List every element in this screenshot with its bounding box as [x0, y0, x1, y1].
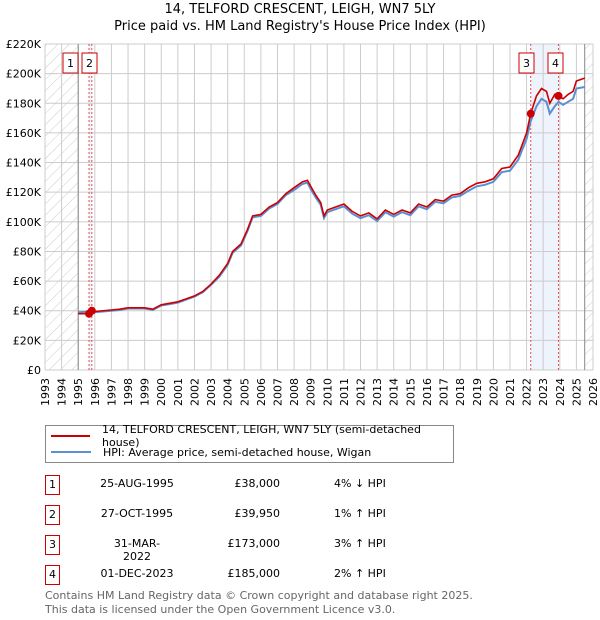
sale-number: 4 [45, 565, 60, 585]
sale-hpi-diff: 3% ↑ HPI [334, 537, 386, 550]
x-tick-label: 1998 [122, 378, 135, 406]
sale-point [526, 109, 535, 118]
y-tick-label: £160K [6, 127, 42, 140]
x-tick-label: 2011 [338, 378, 351, 406]
y-tick-label: £0 [27, 364, 41, 377]
sale-period-band [89, 44, 92, 370]
legend-label-property: 14, TELFORD CRESCENT, LEIGH, WN7 5LY (se… [102, 423, 421, 449]
sale-hpi-diff: 1% ↑ HPI [334, 507, 386, 520]
sale-date: 31-MAR-2022 [113, 537, 161, 563]
x-tick-label: 2003 [205, 378, 218, 406]
x-tick-label: 1999 [139, 378, 152, 406]
sale-number: 1 [45, 475, 60, 495]
x-tick-label: 2020 [487, 378, 500, 406]
x-tick-label: 2013 [371, 378, 384, 406]
x-tick-label: 2007 [271, 378, 284, 406]
x-tick-label: 1995 [72, 378, 85, 406]
x-tick-label: 2024 [554, 378, 567, 406]
x-tick-label: 2019 [471, 378, 484, 406]
sale-number: 3 [45, 535, 60, 555]
sale-label-number: 2 [86, 57, 93, 70]
y-tick-label: £100K [6, 216, 42, 229]
y-tick-label: £180K [6, 97, 42, 110]
chart-subtitle: Price paid vs. HM Land Registry's House … [114, 19, 486, 34]
x-tick-label: 2008 [288, 378, 301, 406]
legend-label-hpi: HPI: Average price, semi-detached house,… [103, 445, 372, 459]
sale-price: £173,000 [227, 537, 281, 550]
y-tick-label: £60K [13, 275, 42, 288]
x-tick-label: 2021 [504, 378, 517, 406]
sale-price: £38,000 [234, 477, 281, 490]
sale-label-box [518, 52, 535, 74]
sale-number: 2 [45, 505, 60, 525]
property-series-line [78, 77, 585, 315]
sale-row: 4 01-DEC-2023 £185,000 2% ↑ HPI [45, 565, 465, 587]
legend-swatch-property [51, 435, 91, 437]
sale-label-number: 3 [523, 57, 530, 70]
sale-row: 3 31-MAR-2022 £173,000 3% ↑ HPI [45, 535, 465, 563]
sale-date: 25-AUG-1995 [100, 477, 174, 490]
y-tick-label: £40K [13, 305, 42, 318]
legend: 14, TELFORD CRESCENT, LEIGH, WN7 5LY (se… [45, 423, 454, 463]
x-tick-label: 2022 [521, 378, 534, 406]
x-tick-label: 2023 [537, 378, 550, 406]
y-tick-label: £140K [6, 157, 42, 170]
sale-label-number: 1 [67, 57, 74, 70]
sale-period-band [530, 44, 559, 370]
x-tick-label: 2005 [238, 378, 251, 406]
sale-label-box [62, 52, 79, 74]
x-tick-label: 2010 [321, 378, 334, 406]
x-tick-label: 2016 [421, 378, 434, 406]
sale-label-box [81, 52, 98, 74]
hatched-region [584, 44, 593, 370]
sale-hpi-diff: 4% ↓ HPI [334, 477, 386, 490]
y-tick-label: £80K [13, 245, 42, 258]
x-tick-label: 2001 [172, 378, 185, 406]
x-tick-label: 2000 [155, 378, 168, 406]
x-tick-label: 1997 [105, 378, 118, 406]
x-tick-label: 2026 [587, 378, 600, 406]
sale-row: 1 25-AUG-1995 £38,000 4% ↓ HPI [45, 475, 465, 497]
x-tick-label: 2002 [188, 378, 201, 406]
y-tick-label: £20K [13, 334, 42, 347]
sale-point [554, 91, 563, 100]
sale-label-box [547, 52, 564, 74]
legend-swatch-hpi [51, 451, 91, 453]
x-tick-label: 2009 [305, 378, 318, 406]
chart-title: 14, TELFORD CRESCENT, LEIGH, WN7 5LY [164, 2, 436, 17]
sale-row: 2 27-OCT-1995 £39,950 1% ↑ HPI [45, 505, 465, 527]
sale-price: £185,000 [227, 567, 281, 580]
sale-price: £39,950 [234, 507, 281, 520]
sale-date: 27-OCT-1995 [100, 507, 174, 520]
x-tick-label: 2006 [255, 378, 268, 406]
y-tick-label: £200K [6, 68, 42, 81]
x-tick-label: 2014 [388, 378, 401, 406]
footer-licence: This data is licensed under the Open Gov… [45, 603, 396, 616]
footer-copyright: Contains HM Land Registry data © Crown c… [45, 589, 473, 602]
hpi-series-line [78, 86, 585, 314]
legend-item-hpi: HPI: Average price, semi-detached house,… [46, 444, 371, 460]
legend-item-property: 14, TELFORD CRESCENT, LEIGH, WN7 5LY (se… [46, 423, 453, 449]
x-tick-label: 2015 [404, 378, 417, 406]
sale-hpi-diff: 2% ↑ HPI [334, 567, 386, 580]
x-tick-label: 2025 [570, 378, 583, 406]
sale-label-number: 4 [552, 57, 559, 70]
plot-area: 1993 1994 1995 1996 1997 1998 1999 2000 2001 2002… [6, 38, 600, 406]
x-tick-label: 1994 [56, 378, 69, 406]
x-tick-label: 1996 [89, 378, 102, 406]
x-tick-label: 2018 [454, 378, 467, 406]
x-tick-label: 1993 [39, 378, 52, 406]
y-tick-label: £120K [6, 186, 42, 199]
x-tick-label: 2017 [438, 378, 451, 406]
y-tick-label: £220K [6, 38, 42, 51]
sale-point [87, 306, 96, 315]
x-tick-label: 2012 [355, 378, 368, 406]
x-tick-label: 2004 [222, 378, 235, 406]
sale-date: 01-DEC-2023 [100, 567, 174, 580]
